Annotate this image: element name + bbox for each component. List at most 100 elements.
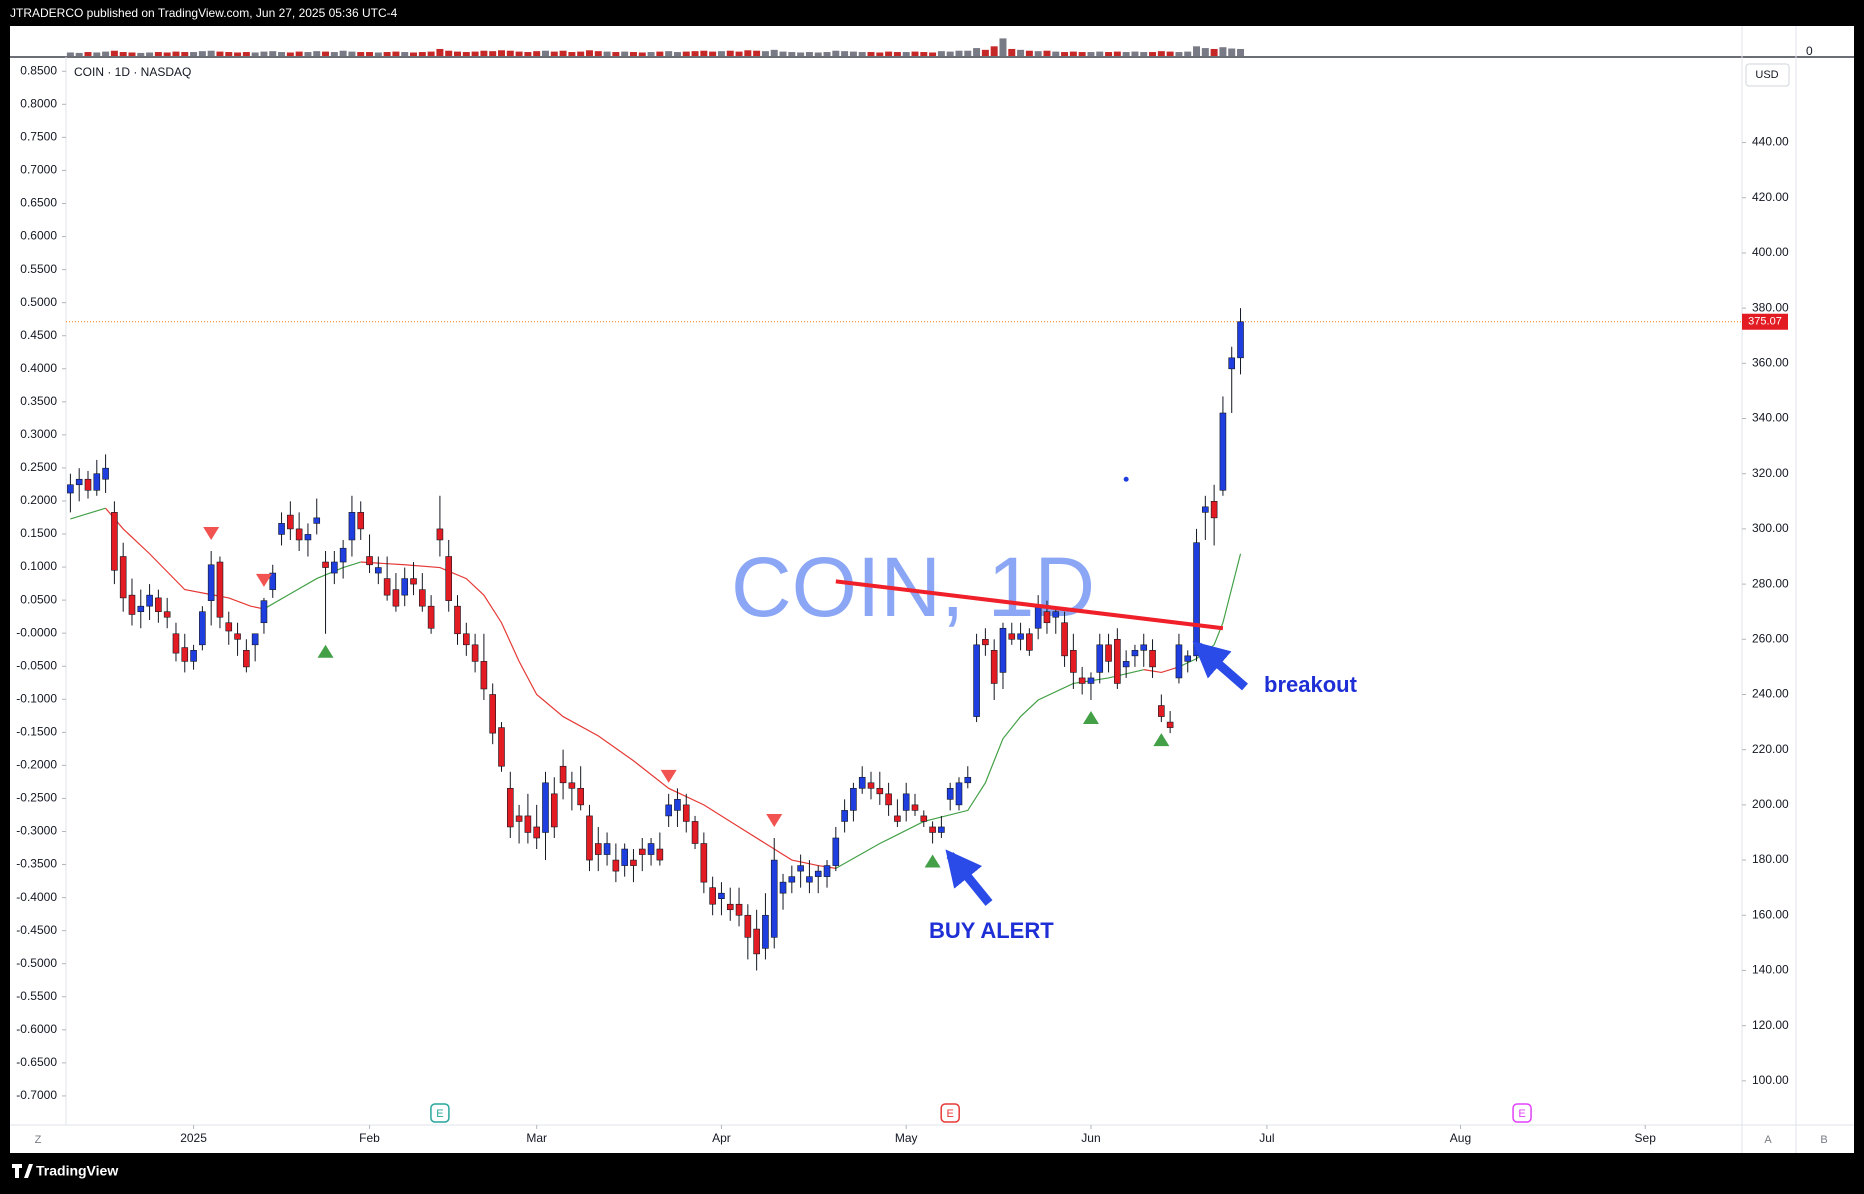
candle-body xyxy=(823,865,831,877)
candle-body xyxy=(533,826,540,839)
volume-bar xyxy=(577,51,585,56)
moving-average xyxy=(360,561,836,869)
volume-bar xyxy=(867,52,875,56)
volume-bar xyxy=(163,52,171,56)
candle-body xyxy=(155,597,162,612)
axis-button[interactable]: Z xyxy=(35,1134,42,1146)
candle-body xyxy=(498,727,505,767)
candle-body xyxy=(128,594,136,615)
axis-button[interactable]: B xyxy=(1820,1134,1827,1146)
y-tick-label: 380.00 xyxy=(1752,300,1789,314)
candle-body xyxy=(190,650,197,662)
currency-label[interactable]: USD xyxy=(1755,69,1778,81)
axis-button[interactable]: A xyxy=(1764,1134,1772,1146)
volume-bar xyxy=(366,52,374,56)
candle-body xyxy=(172,633,180,654)
volume-bar xyxy=(885,51,893,56)
volume-bar xyxy=(1069,51,1077,56)
candle-body xyxy=(313,517,321,524)
volume-bar xyxy=(1140,52,1148,56)
volume-bar xyxy=(823,52,831,56)
volume-bar xyxy=(858,52,866,56)
volume-bar xyxy=(841,51,849,56)
volume-bar xyxy=(1096,51,1104,56)
x-tick-label: Jul xyxy=(1259,1131,1274,1145)
candle-body xyxy=(586,815,593,861)
y2-tick-label: -0.1000 xyxy=(16,691,57,705)
volume-bar xyxy=(102,51,110,56)
header-text: JTRADERCO published on TradingView.com, … xyxy=(10,6,398,20)
candle-body xyxy=(480,661,488,690)
candle-body xyxy=(84,478,92,491)
plot: 100.00 120.00 140.00 160.00 180.00 200.00 220.… xyxy=(16,38,1813,1145)
y2-tick-label: -0.4500 xyxy=(16,923,57,937)
candle-body xyxy=(216,561,224,618)
y2-tick-label: 0.6000 xyxy=(20,229,57,243)
volume-bar xyxy=(832,50,840,56)
moving-average xyxy=(1143,666,1180,674)
volume-bar xyxy=(691,51,699,56)
y2-tick-label: 0.1500 xyxy=(20,526,57,540)
candle-body xyxy=(1026,633,1033,651)
breakout-arrow xyxy=(1192,641,1248,691)
logo-icon xyxy=(12,1164,33,1178)
y2-tick-label: 0.8000 xyxy=(20,97,57,111)
candle-body xyxy=(938,826,945,833)
annotation: BUY ALERT xyxy=(929,918,1054,943)
volume-bar xyxy=(621,51,629,56)
x-tick-label: Aug xyxy=(1450,1131,1471,1145)
volume-bar xyxy=(937,51,945,56)
candle-body xyxy=(454,605,461,635)
candle-body xyxy=(1140,644,1148,651)
volume-bar xyxy=(269,51,277,56)
candle-body xyxy=(577,788,584,806)
candle-body xyxy=(269,572,277,590)
volume-bar xyxy=(1157,51,1165,56)
y-tick-label: 260.00 xyxy=(1752,631,1789,645)
candle-body xyxy=(181,647,189,662)
volume-bar xyxy=(418,52,426,56)
y2-tick-label: 0.4500 xyxy=(20,328,57,342)
candle-body xyxy=(1210,501,1218,519)
candle-body xyxy=(990,650,998,684)
x-tick-label: Apr xyxy=(712,1131,731,1145)
y2-tick-label: -0.4000 xyxy=(16,890,57,904)
candle-body xyxy=(339,547,347,563)
volume-bar xyxy=(761,51,769,56)
y-tick-label: 100.00 xyxy=(1752,1073,1789,1087)
volume-bar xyxy=(1184,51,1192,56)
candle-body xyxy=(251,633,259,646)
volume-bar xyxy=(920,52,928,56)
y2-tick-label: 0.4000 xyxy=(20,361,57,375)
candle-body xyxy=(1078,677,1086,684)
earnings-marker xyxy=(1512,1103,1532,1123)
candle-body xyxy=(1219,412,1227,491)
volume-bar xyxy=(876,52,884,56)
volume-bar xyxy=(1078,52,1086,56)
candle-body xyxy=(753,928,760,955)
volume-bar xyxy=(656,51,664,56)
candle-body xyxy=(850,788,857,811)
volume-bar xyxy=(1034,51,1042,56)
y2-tick-label: -0.3000 xyxy=(16,824,57,838)
volume-bar xyxy=(172,51,180,56)
y2-tick-label: -0.5000 xyxy=(16,956,57,970)
volume-bar xyxy=(462,52,470,56)
y-tick-label: 120.00 xyxy=(1752,1018,1789,1032)
currency-box[interactable] xyxy=(1745,63,1790,87)
y2-tick-label: -0.0000 xyxy=(16,625,57,639)
volume-bar xyxy=(990,46,998,56)
volume-bar xyxy=(665,51,673,56)
y2-tick-label: -0.6500 xyxy=(16,1055,57,1069)
candle-body xyxy=(744,914,752,938)
candle-body xyxy=(225,622,233,632)
candle-body xyxy=(603,843,611,855)
volume-bar xyxy=(603,51,611,56)
y-tick-label: 140.00 xyxy=(1752,963,1789,977)
y2-tick-label: -0.5500 xyxy=(16,989,57,1003)
volume-bar xyxy=(568,52,576,56)
volume-bar xyxy=(128,52,136,56)
volume-bar xyxy=(533,51,541,56)
volume-bar xyxy=(902,52,910,56)
